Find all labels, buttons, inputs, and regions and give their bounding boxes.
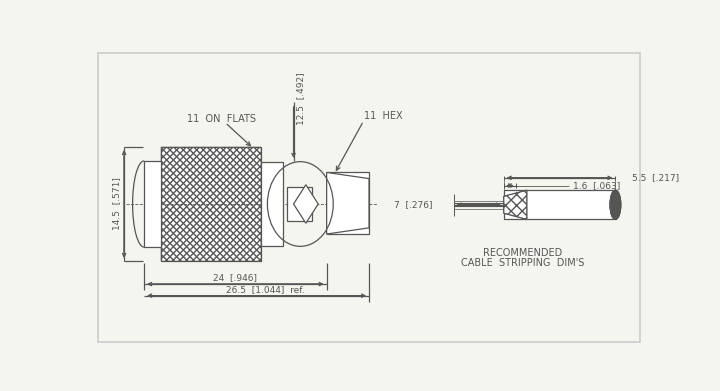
Polygon shape	[294, 185, 318, 223]
Ellipse shape	[610, 190, 621, 219]
Text: 24  [.946]: 24 [.946]	[213, 273, 257, 282]
Polygon shape	[287, 187, 312, 221]
Text: 26.5  [1.044]  ref.: 26.5 [1.044] ref.	[227, 285, 305, 294]
Polygon shape	[327, 172, 369, 234]
Polygon shape	[327, 172, 369, 234]
Polygon shape	[504, 190, 616, 219]
Text: 7  [.276]: 7 [.276]	[394, 200, 432, 209]
Text: 12.5  [.492]: 12.5 [.492]	[297, 72, 305, 125]
Polygon shape	[161, 147, 261, 261]
Polygon shape	[504, 196, 516, 213]
Polygon shape	[261, 162, 283, 246]
Text: 1.6  [.063]: 1.6 [.063]	[573, 181, 621, 190]
Text: 14.5  [.571]: 14.5 [.571]	[112, 178, 121, 230]
Polygon shape	[504, 190, 527, 219]
Text: 11  HEX: 11 HEX	[364, 111, 402, 121]
Text: 11  ON  FLATS: 11 ON FLATS	[186, 113, 256, 124]
Text: RECOMMENDED: RECOMMENDED	[483, 248, 562, 258]
Text: 5.5  [.217]: 5.5 [.217]	[632, 173, 680, 182]
Polygon shape	[144, 161, 161, 247]
Text: CABLE  STRIPPING  DIM'S: CABLE STRIPPING DIM'S	[462, 258, 585, 267]
